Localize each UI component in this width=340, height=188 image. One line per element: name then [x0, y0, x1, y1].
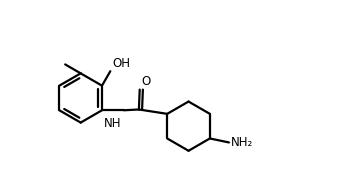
Text: NH₂: NH₂: [231, 136, 253, 149]
Text: OH: OH: [112, 57, 130, 70]
Text: O: O: [141, 75, 150, 88]
Text: NH: NH: [104, 117, 122, 130]
